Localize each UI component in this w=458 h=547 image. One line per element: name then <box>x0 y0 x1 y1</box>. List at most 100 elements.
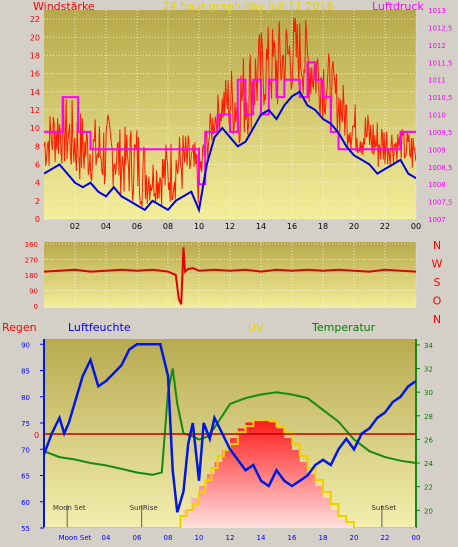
chart-title: 24 hour graph day Juli 11 2016 <box>163 0 334 13</box>
wind-direction-series <box>44 247 416 305</box>
wind-tick-label: 10 <box>30 124 40 133</box>
compass-letter: N <box>433 239 441 252</box>
x-tick-label: 06 <box>133 534 142 542</box>
wind-tick-label: 18 <box>30 51 40 60</box>
temperature-tick-label: 28 <box>424 413 433 421</box>
x-tick-label: 02 <box>70 222 80 231</box>
compass-letter: O <box>433 295 442 308</box>
x-tick-label: 18 <box>318 222 328 231</box>
event-marker-label: Moon Set <box>53 504 86 512</box>
uv-axis-title: UV <box>248 321 264 334</box>
axis-ticks-direction: 360 270 180 90 0 <box>25 241 38 311</box>
humidity-tick-label: 70 <box>21 446 30 454</box>
humidity-tick-label: 65 <box>21 473 30 481</box>
axis-ticks-wind: 02 04 06 08 10 12 14 16 18 20 22 000246810121416182… <box>30 7 453 231</box>
humidity-tick-label: 85 <box>21 368 30 376</box>
x-tick-label: 04 <box>102 534 111 542</box>
x-tick-label: 08 <box>163 222 173 231</box>
rain-axis-title: Regen <box>2 321 37 334</box>
wind-tick-label: 20 <box>30 33 40 42</box>
axis-ticks-humidity: 90 85 80 75 70 65 60 55 34 32 30 28 26 24 22 20 Moon Set… <box>21 341 433 542</box>
grid-direction <box>44 242 417 308</box>
wind-tick-label: 2 <box>35 197 40 206</box>
humidity-tick-label: 90 <box>21 341 30 349</box>
x-tick-label: 06 <box>132 222 142 231</box>
sun-elevation-area <box>44 420 416 528</box>
temperature-tick-label: 30 <box>424 389 433 397</box>
temperature-series <box>44 368 416 476</box>
temperature-tick-label: 34 <box>424 342 433 350</box>
compass-letter: S <box>434 276 441 289</box>
wind-gust-series <box>44 17 416 207</box>
temperature-tick-label: 22 <box>424 484 433 492</box>
humidity-tick-label: 75 <box>21 420 30 428</box>
x-tick-label: 20 <box>349 222 359 231</box>
wind-tick-label: 6 <box>35 160 40 169</box>
wind-direction-chart: 360 270 180 90 0 <box>25 241 417 311</box>
pressure-tick-label: 1007,5 <box>428 199 453 207</box>
x-tick-label: 16 <box>287 222 297 231</box>
x-tick-label: 22 <box>381 534 390 542</box>
temperature-axis-title: Temperatur <box>311 321 376 334</box>
wind-average-series <box>44 90 416 214</box>
wind-tick-label: 4 <box>35 179 40 188</box>
humidity-tick-label: 80 <box>21 394 30 402</box>
temperature-tick-label: 24 <box>424 460 433 468</box>
pressure-series <box>44 61 416 186</box>
x-tick-label: 10 <box>194 222 204 231</box>
wind-tick-label: 12 <box>30 106 40 115</box>
direction-tick-label: 90 <box>29 288 38 296</box>
pressure-tick-label: 1008 <box>428 181 446 189</box>
x-tick-label: 18 <box>319 534 328 542</box>
wind-tick-label: 14 <box>30 88 40 97</box>
wind-tick-label: 0 <box>35 215 40 224</box>
x-tick-label: 00 <box>412 534 421 542</box>
direction-tick-label: 0 <box>34 303 38 311</box>
pressure-tick-label: 1010 <box>428 112 446 120</box>
pressure-tick-label: 1013 <box>428 7 446 15</box>
humidity-tick-label: 60 <box>21 499 30 507</box>
event-marker-label: SunSet <box>371 504 396 512</box>
pressure-tick-label: 1011 <box>428 77 446 85</box>
pressure-tick-label: 1009 <box>428 146 446 154</box>
temperature-tick-label: 26 <box>424 436 433 444</box>
x-tick-label: 00 <box>411 222 421 231</box>
wind-tick-label: 16 <box>30 70 40 79</box>
x-tick-label: Moon Set <box>59 534 92 542</box>
temperature-tick-label: 32 <box>424 366 433 374</box>
pressure-tick-label: 1008,5 <box>428 164 453 172</box>
event-marker-label: SunRise <box>130 504 158 512</box>
humidity-tick-label: 55 <box>21 525 30 533</box>
x-tick-label: 20 <box>350 534 359 542</box>
humidity-axis-title: Luftfeuchte <box>68 321 131 334</box>
direction-tick-label: 270 <box>25 257 38 265</box>
x-tick-label: 10 <box>195 534 204 542</box>
wind-pressure-chart: Windstärke 24 hour graph day Juli 11 201… <box>30 0 453 231</box>
pressure-tick-label: 1012,5 <box>428 24 453 32</box>
humidity-series <box>44 343 416 513</box>
pressure-tick-label: 1007 <box>428 216 446 224</box>
wind-tick-label: 8 <box>35 142 40 151</box>
direction-tick-label: 360 <box>25 241 38 249</box>
x-tick-label: 14 <box>257 534 266 542</box>
x-tick-label: 12 <box>225 222 235 231</box>
direction-tick-label: 180 <box>25 272 38 280</box>
pressure-axis-title: Luftdruck <box>372 0 424 13</box>
x-tick-label: 22 <box>380 222 390 231</box>
x-tick-label: 04 <box>101 222 111 231</box>
wind-axis-title: Windstärke <box>33 0 95 13</box>
temperature-tick-label: 20 <box>424 507 433 515</box>
compass-letter: N <box>433 313 441 326</box>
x-tick-label: 14 <box>256 222 266 231</box>
x-tick-label: 12 <box>226 534 235 542</box>
uv-series <box>44 419 416 528</box>
rain-zero-label: 0 <box>34 431 39 440</box>
wind-tick-label: 22 <box>30 15 40 24</box>
x-tick-label: 08 <box>164 534 173 542</box>
pressure-tick-label: 1012 <box>428 42 446 50</box>
compass-letter: W <box>432 258 443 271</box>
pressure-tick-label: 1010,5 <box>428 94 453 102</box>
pressure-tick-label: 1009,5 <box>428 129 453 137</box>
